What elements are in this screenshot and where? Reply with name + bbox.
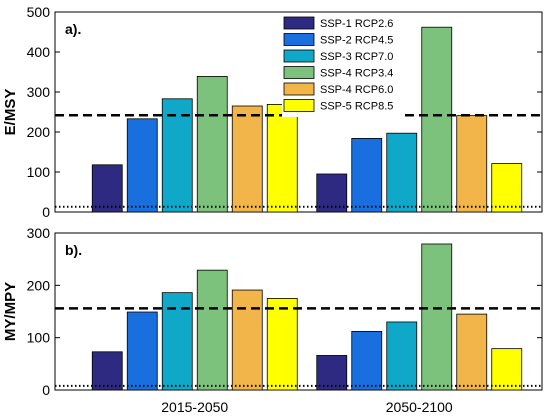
bar — [386, 321, 418, 391]
legend-label: SSP-3 RCP7.0 — [320, 51, 393, 63]
bar — [351, 137, 383, 213]
legend-swatch — [283, 33, 315, 46]
y-tick-label: 200 — [27, 277, 51, 293]
bar — [126, 311, 158, 391]
panel-label: b). — [65, 242, 82, 258]
bar — [386, 132, 418, 213]
bar — [421, 26, 453, 213]
x-tick-label: 2015-2050 — [161, 399, 228, 415]
bar — [126, 118, 158, 213]
bar — [316, 173, 348, 213]
bar — [456, 313, 488, 391]
bar — [161, 98, 193, 213]
y-tick-label: 300 — [27, 225, 51, 241]
legend-swatch — [283, 82, 315, 96]
panel-b: 0 100 200 300 MY/MPY b). 2015-2050 2050-2100 — [2, 225, 543, 415]
legend-label: SSP-5 RCP8.5 — [320, 101, 393, 113]
legend-label: SSP-4 RCP6.0 — [320, 84, 393, 96]
bar — [491, 163, 523, 213]
y-axis-label: E/MSY — [2, 89, 19, 136]
y-tick-label: 100 — [27, 164, 51, 180]
legend-swatch — [283, 16, 315, 30]
y-tick-label: 100 — [27, 330, 51, 346]
legend-label: SSP-4 RCP3.4 — [320, 68, 393, 80]
bar — [491, 348, 523, 391]
bar — [231, 289, 263, 391]
bar — [91, 164, 123, 213]
legend-swatch — [283, 66, 315, 79]
legend-label: SSP-2 RCP4.5 — [320, 35, 393, 47]
legend: SSP-1 RCP2.6 SSP-2 RCP4.5 SSP-3 RCP7.0 SSP-… — [282, 14, 400, 117]
bar — [456, 115, 488, 213]
bar — [266, 104, 298, 213]
y-tick-label: 400 — [27, 44, 51, 60]
y-tick-label: 500 — [27, 4, 51, 20]
bar — [231, 105, 263, 213]
bar — [316, 355, 348, 391]
y-tick-label: 300 — [27, 84, 51, 100]
bar — [196, 269, 228, 391]
axes-box — [54, 232, 543, 391]
y-axis-label: MY/MPY — [2, 282, 19, 341]
y-tick-label: 0 — [42, 204, 50, 220]
y-tick-label: 200 — [27, 124, 51, 140]
legend-swatch — [283, 99, 315, 112]
legend-swatch — [283, 49, 315, 63]
legend-label: SSP-1 RCP2.6 — [320, 18, 393, 30]
bar — [91, 351, 123, 391]
bar — [196, 76, 228, 213]
x-tick-label: 2050-2100 — [386, 399, 453, 415]
y-tick-label: 0 — [42, 382, 50, 398]
axes-box — [54, 11, 543, 213]
bar — [421, 243, 453, 391]
bar — [266, 298, 298, 391]
bar — [351, 330, 383, 391]
panel-label: a). — [65, 21, 81, 37]
